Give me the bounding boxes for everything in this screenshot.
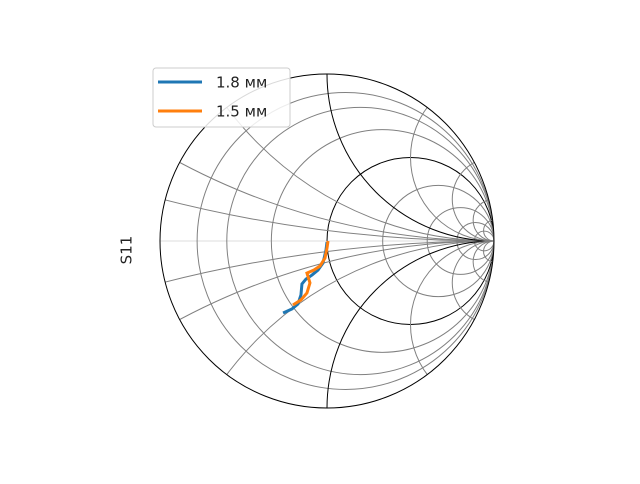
resistance-circle [426,207,494,275]
resistance-circle [382,184,494,298]
reactance-arc [472,198,494,242]
reactance-arc [451,240,494,325]
reactance-arc [160,240,494,408]
reactance-arc [160,74,494,242]
reactance-arc [451,157,494,242]
reactance-arc [410,240,494,408]
legend-label: 1.8 мм [216,74,267,92]
resistance-circle [456,221,494,261]
reactance-arc [410,74,494,242]
reactance-arc [160,74,494,242]
reactance-arc [326,240,494,408]
outer-circle [159,73,495,409]
legend: 1.8 мм 1.5 мм [152,67,291,128]
y-axis-label: S11 [118,236,136,265]
legend-label: 1.5 мм [216,103,267,121]
marks [282,240,330,315]
reactance-arc [472,240,494,284]
reactance-arc [483,219,494,242]
resistance-circle [226,106,494,376]
reactance-arc [483,240,494,263]
reactance-arc [326,74,494,242]
trace [292,240,330,307]
reactance-arc [160,240,494,408]
